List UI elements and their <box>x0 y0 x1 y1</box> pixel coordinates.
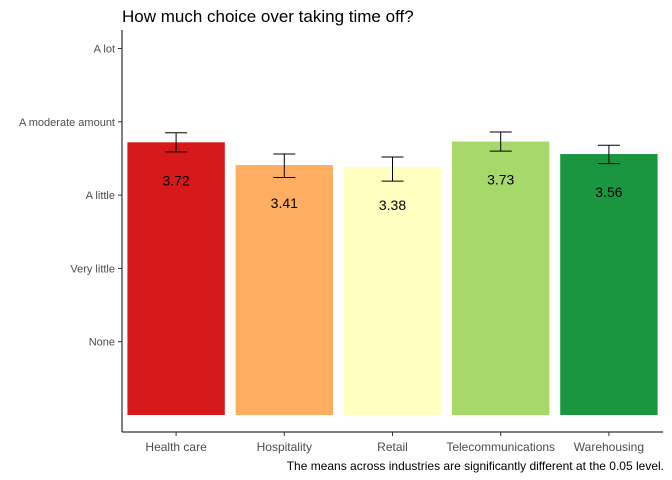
x-tick-label: Hospitality <box>257 440 312 454</box>
error-bar <box>273 153 296 179</box>
error-bar <box>597 144 620 165</box>
bars <box>127 141 658 415</box>
error-bar <box>489 131 512 152</box>
x-tick-label: Health care <box>145 440 207 454</box>
x-tick-label: Telecommunications <box>446 440 555 454</box>
y-tick-label: A moderate amount <box>19 117 115 129</box>
bar <box>127 142 225 415</box>
chart-caption: The means across industries are signific… <box>286 459 664 473</box>
x-tick-label: Retail <box>377 440 408 454</box>
x-axis: Health care Hospitality Retail Telecommunic… <box>122 431 663 454</box>
error-bars <box>165 131 620 182</box>
data-label: 3.41 <box>271 195 298 211</box>
error-bar <box>381 156 404 182</box>
y-tick-label: Very little <box>70 263 115 275</box>
y-tick-label: None <box>89 337 115 349</box>
x-tick-label: Warehousing <box>574 440 644 454</box>
value-labels: 3.72 3.41 3.38 3.73 3.56 <box>162 172 622 214</box>
bar <box>452 141 550 415</box>
y-axis: None Very little A little A moderate amount… <box>19 30 123 432</box>
error-bar <box>165 132 188 153</box>
data-label: 3.56 <box>595 184 622 200</box>
bar <box>343 167 442 415</box>
y-tick-label: A lot <box>94 44 115 56</box>
data-label: 3.38 <box>379 197 406 213</box>
bar <box>560 154 658 415</box>
y-tick-label: A little <box>86 190 115 202</box>
data-label: 3.72 <box>162 172 189 188</box>
bar <box>235 165 333 415</box>
chart-title: How much choice over taking time off? <box>122 7 414 26</box>
data-label: 3.73 <box>487 172 514 188</box>
